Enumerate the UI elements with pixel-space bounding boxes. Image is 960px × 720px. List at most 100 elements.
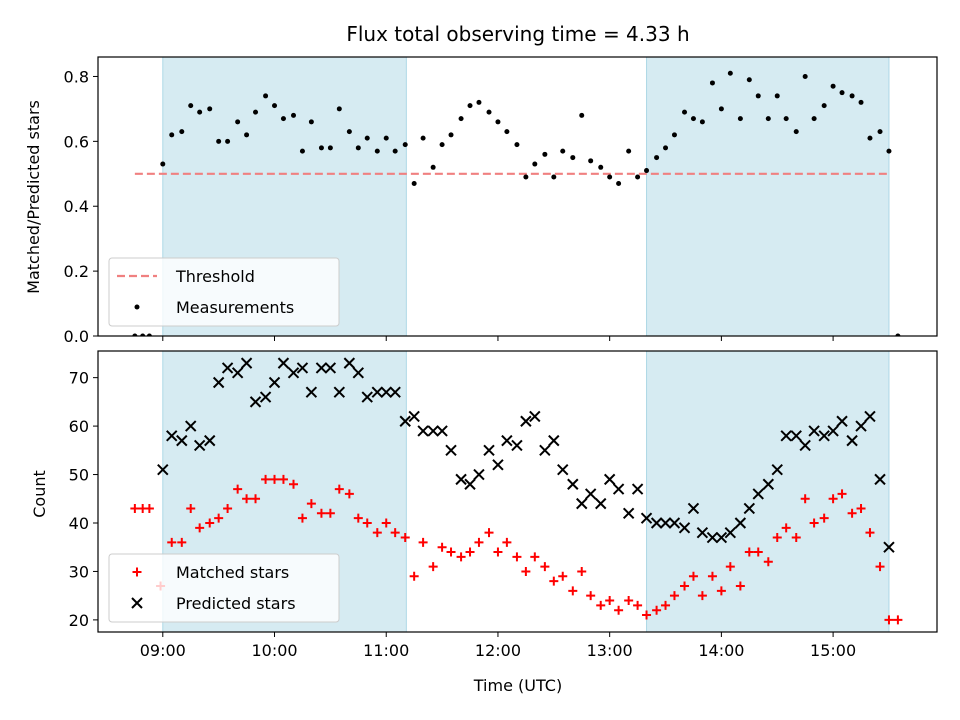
matched-star-point bbox=[884, 615, 894, 625]
matched-star-point bbox=[772, 533, 782, 543]
matched-star-point bbox=[205, 518, 215, 528]
measurement-point bbox=[886, 148, 892, 154]
bottom-y-axis-label: Count bbox=[30, 470, 49, 518]
predicted-star-point bbox=[734, 517, 747, 529]
measurement-point bbox=[383, 135, 389, 141]
matched-star-point bbox=[446, 547, 456, 557]
matched-star-point bbox=[847, 508, 857, 518]
measurement-point bbox=[542, 151, 548, 157]
predicted-star-point bbox=[715, 531, 728, 544]
measurement-point bbox=[774, 93, 780, 99]
matched-star-point bbox=[493, 547, 503, 557]
measurement-point bbox=[635, 174, 641, 180]
x-axis-label: Time (UTC) bbox=[473, 676, 562, 695]
bottom-y-tick-label: 50 bbox=[69, 466, 89, 485]
predicted-star-point bbox=[696, 526, 709, 539]
matched-star-point bbox=[251, 494, 261, 504]
predicted-star-point bbox=[445, 444, 457, 457]
measurement-point bbox=[392, 148, 398, 154]
matched-star-point bbox=[270, 474, 280, 484]
predicted-star-point bbox=[185, 420, 197, 432]
predicted-star-point bbox=[315, 362, 328, 374]
measurement-point bbox=[755, 93, 761, 99]
matched-star-point bbox=[344, 489, 354, 499]
matched-star-point bbox=[325, 508, 335, 518]
matched-star-point bbox=[400, 533, 410, 543]
matched-star-point bbox=[791, 533, 801, 543]
matched-star-point bbox=[875, 562, 885, 572]
measurement-point bbox=[765, 116, 771, 122]
measurement-point bbox=[532, 161, 538, 167]
measurements-legend-marker bbox=[134, 304, 140, 310]
measurement-point bbox=[783, 116, 789, 122]
measurement-point bbox=[308, 119, 314, 125]
measurement-point bbox=[336, 106, 342, 112]
bottom-legend-box bbox=[108, 553, 340, 623]
predicted-star-point bbox=[492, 459, 504, 471]
matched-star-point bbox=[605, 596, 615, 606]
predicted-star-point bbox=[287, 367, 300, 379]
x-tick-label: 15:00 bbox=[810, 641, 856, 660]
measurement-point bbox=[486, 109, 492, 115]
matched-star-point bbox=[642, 610, 652, 620]
measurement-point bbox=[140, 333, 146, 336]
measurement-point bbox=[654, 155, 660, 161]
measurement-point bbox=[355, 145, 361, 151]
measurement-point bbox=[402, 142, 408, 148]
predicted-star-point bbox=[706, 531, 719, 544]
predicted-star-point bbox=[212, 376, 225, 389]
measurement-point bbox=[346, 129, 352, 135]
matched-star-point bbox=[577, 566, 587, 576]
matched-star-point bbox=[214, 513, 224, 523]
measurement-point bbox=[718, 106, 724, 112]
predicted-star-point bbox=[631, 483, 644, 495]
measurement-point bbox=[607, 174, 613, 180]
predicted-star-point bbox=[771, 463, 783, 476]
predicted-star-point bbox=[417, 425, 429, 437]
bottom-y-tick-label: 40 bbox=[69, 514, 89, 533]
measurement-point bbox=[476, 99, 482, 105]
predicted-star-point bbox=[520, 415, 532, 427]
matched-star-point bbox=[428, 562, 438, 572]
measurement-point bbox=[235, 119, 241, 125]
matched-star-point bbox=[828, 494, 838, 504]
matched-star-point bbox=[484, 528, 494, 538]
measurement-point bbox=[169, 132, 175, 138]
matched-star-point bbox=[502, 537, 512, 547]
predicted-star-point bbox=[371, 386, 384, 398]
measurement-point bbox=[207, 106, 213, 112]
top-legend-label: Measurements bbox=[176, 298, 294, 317]
measurement-point bbox=[327, 145, 333, 151]
predicted-star-point bbox=[352, 367, 365, 379]
matched-star-point bbox=[800, 494, 810, 504]
matched-star-point bbox=[465, 547, 475, 557]
predicted-star-point bbox=[846, 434, 858, 447]
predicted-star-point bbox=[473, 468, 485, 481]
matched-star-point bbox=[744, 547, 754, 557]
measurement-point bbox=[523, 174, 529, 180]
measurement-point bbox=[374, 148, 380, 154]
matched-star-point bbox=[167, 537, 177, 547]
measurement-point bbox=[821, 103, 827, 109]
matched-star-point bbox=[568, 586, 578, 596]
measurement-point bbox=[197, 109, 203, 115]
predicted-star-point bbox=[864, 410, 876, 423]
predicted-star-point bbox=[678, 522, 691, 534]
measurement-point bbox=[671, 132, 677, 138]
matched-star-point bbox=[819, 513, 829, 523]
matched-star-point bbox=[680, 581, 690, 591]
matched-star-point bbox=[707, 571, 717, 581]
bottom-y-tick-label: 70 bbox=[69, 369, 89, 388]
predicted-star-point bbox=[836, 415, 848, 427]
predicted-star-point bbox=[874, 473, 886, 486]
matched-star-point bbox=[809, 518, 819, 528]
measurement-point bbox=[682, 109, 688, 115]
measurement-point bbox=[146, 333, 152, 336]
measurement-point bbox=[690, 116, 696, 122]
predicted-star-point bbox=[808, 425, 820, 437]
matched-star-point bbox=[688, 571, 698, 581]
predicted-star-point bbox=[166, 430, 178, 442]
predicted-star-point bbox=[687, 502, 700, 515]
predicted-star-point bbox=[427, 425, 439, 437]
matched-star-point bbox=[725, 562, 735, 572]
